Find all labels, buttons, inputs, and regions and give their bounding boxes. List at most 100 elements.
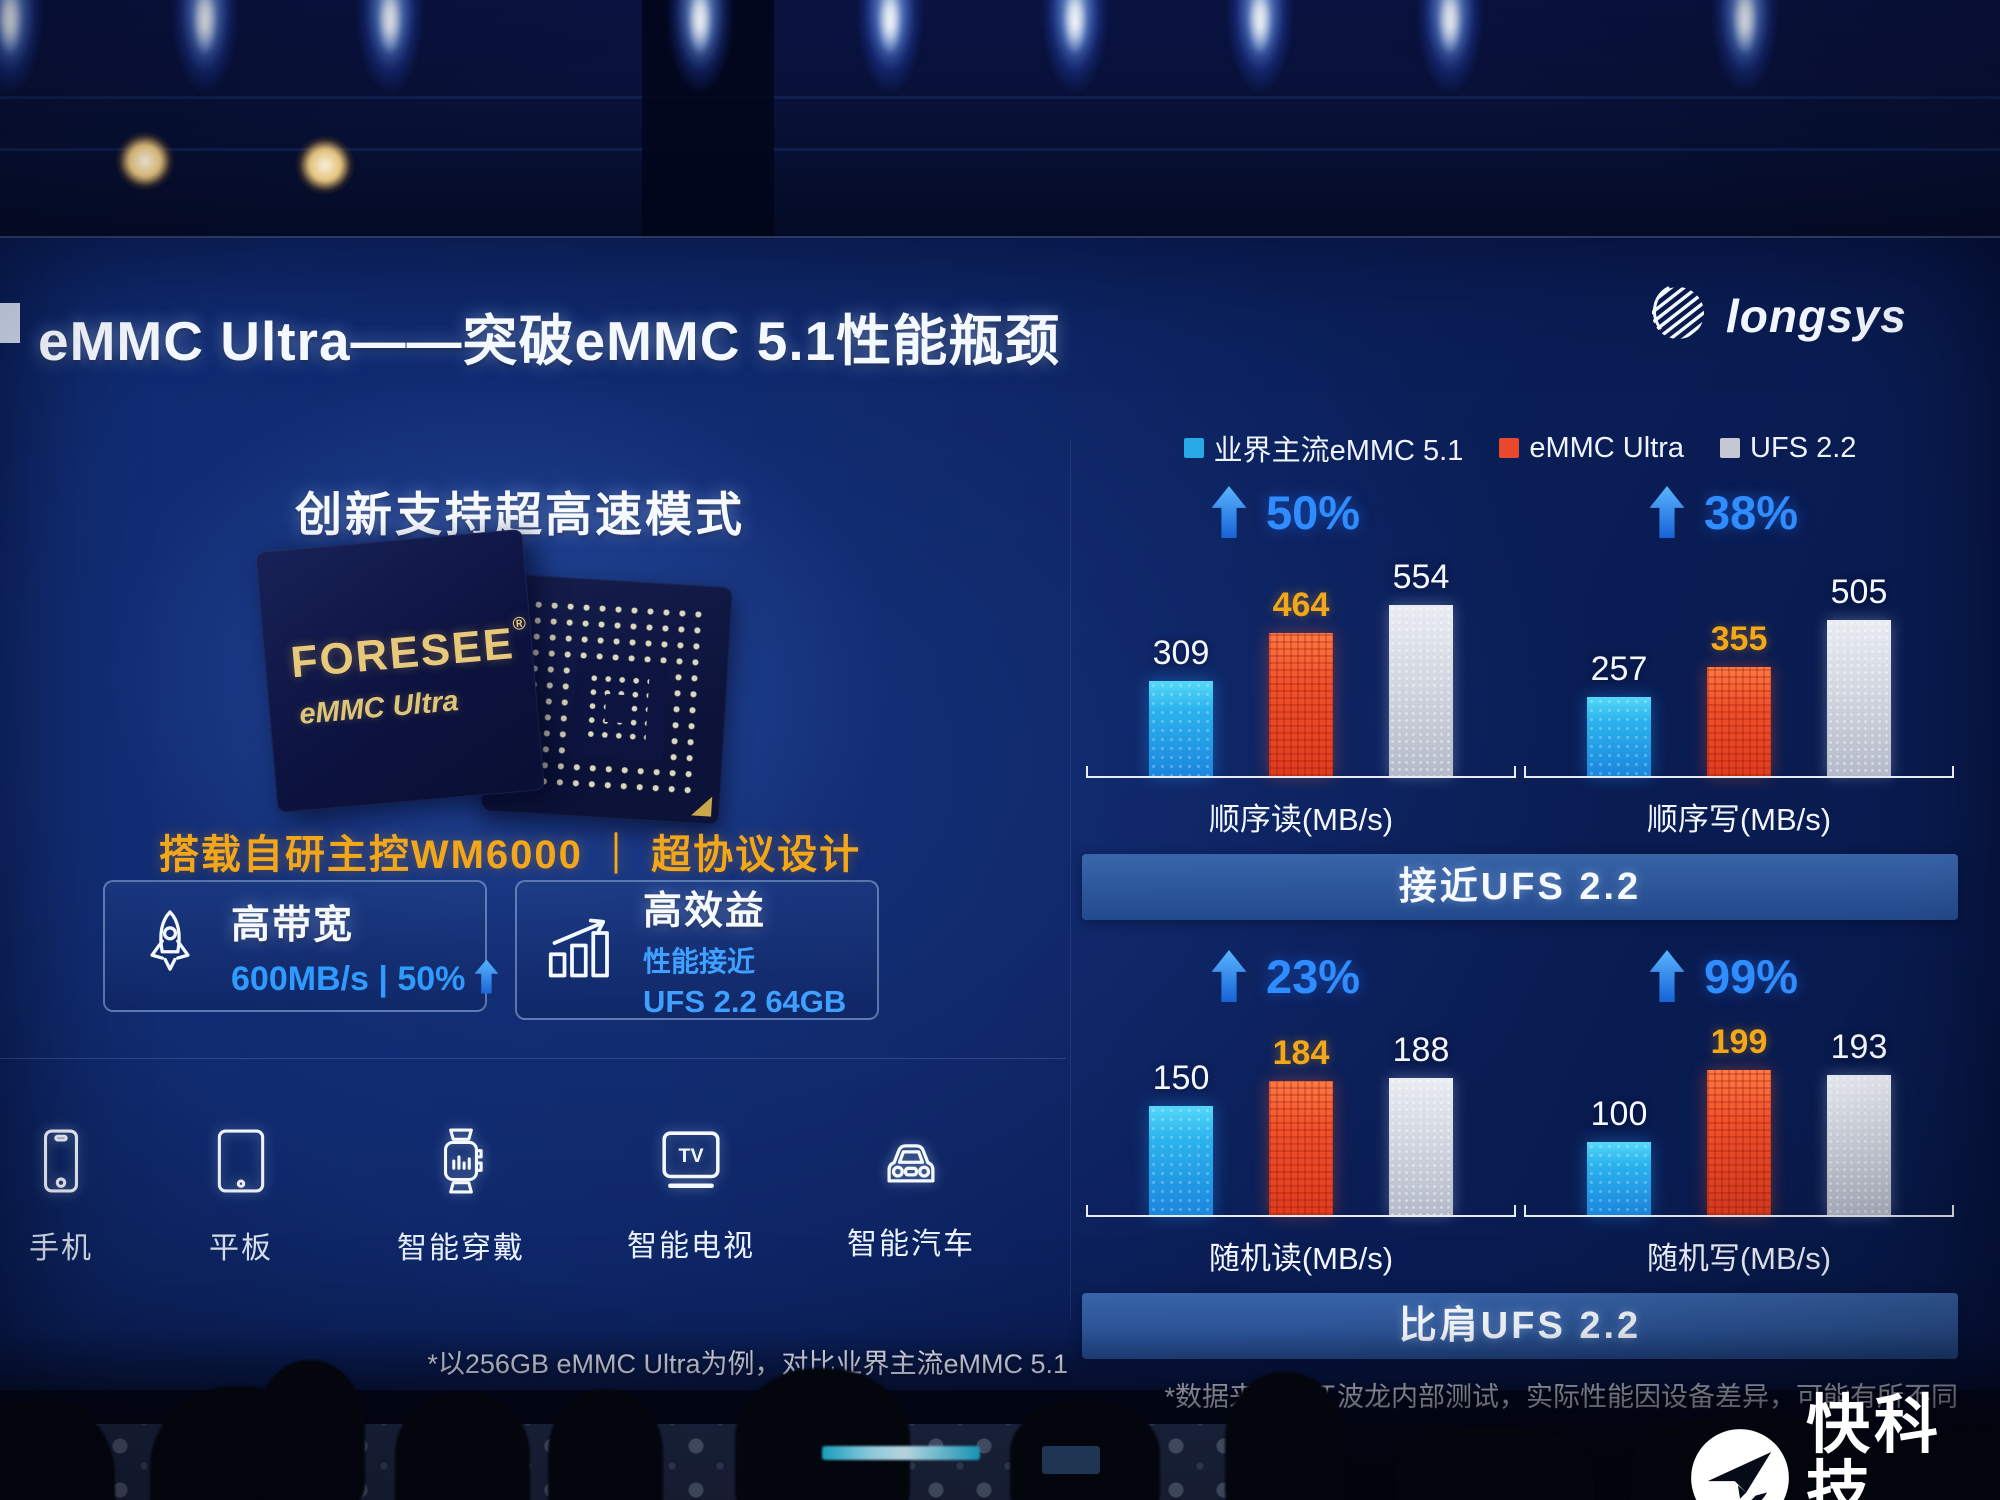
laptop-glow-strip — [822, 1446, 980, 1460]
page-title: eMMC Ultra——突破eMMC 5.1性能瓶颈 — [38, 310, 1061, 372]
bar-eMMC Ultra — [1269, 633, 1333, 776]
tablet-icon — [214, 1128, 268, 1199]
bar-column: 554 — [1389, 558, 1453, 776]
stage-truss — [0, 96, 2000, 99]
uplift-arrow-icon — [1211, 486, 1247, 538]
legend-item: 业界主流eMMC 5.1 — [1183, 427, 1463, 469]
bar-eMMC Ultra — [1707, 1070, 1771, 1215]
uplift-arrow-icon — [1211, 950, 1247, 1002]
chip-label-side: FORESEE® eMMC Ultra — [255, 528, 545, 814]
axis-label: 顺序读(MB/s) — [1208, 802, 1394, 837]
car-icon — [876, 1128, 946, 1195]
stage-light-beam-icon — [0, 0, 58, 196]
uplift-annotation: 50% — [1082, 480, 1520, 544]
bar-column: 193 — [1827, 1028, 1891, 1215]
bar-业界主流eMMC 5.1 — [1149, 1106, 1213, 1215]
feature-line: 性能接近 — [643, 946, 756, 977]
bar-value: 199 — [1710, 1023, 1768, 1061]
bar-column: 464 — [1269, 586, 1333, 776]
stage-warm-light — [116, 132, 174, 190]
stage-light-beam-icon — [1027, 0, 1123, 196]
app-item-智能汽车: 智能汽车 — [832, 1128, 990, 1263]
feature-card-bandwidth: 高带宽 600MB/s | 50% — [103, 880, 499, 1012]
uplift-annotation: 38% — [1520, 480, 1958, 544]
bars-area: 309 464 554 — [1082, 544, 1520, 776]
bar-UFS 2.2 — [1827, 1075, 1891, 1215]
chart-group-随机写(MB/s): 99% 100 199 193 随机写(MB/s) — [1520, 944, 1958, 1276]
bar-value: 257 — [1590, 650, 1648, 688]
bar-column: 257 — [1587, 650, 1651, 776]
bar-value: 184 — [1272, 1034, 1330, 1072]
legend-item: UFS 2.2 — [1720, 432, 1856, 465]
controller-subheading: 搭载自研主控WM6000 ｜ 超协议设计 — [158, 833, 862, 877]
uplift-arrow-icon — [1649, 950, 1685, 1002]
axis-bracket — [1524, 766, 1954, 788]
chart-row: 50% 309 464 554 顺序读(MB/s) 38% 257 355 505 顺序写(MB/… — [1082, 480, 1958, 920]
chart-row: 23% 150 184 188 随机读(MB/s) 99% 100 199 193 随机写(MB/… — [1082, 944, 1958, 1359]
bar-column: 184 — [1269, 1034, 1333, 1215]
audience-head — [548, 1390, 663, 1500]
chip-brand-text: FORESEE® — [288, 612, 529, 688]
bar-业界主流eMMC 5.1 — [1587, 1142, 1651, 1215]
emmc-chip-render: FORESEE® eMMC Ultra — [255, 528, 766, 826]
bar-UFS 2.2 — [1389, 605, 1453, 776]
app-item-手机: 手机 — [15, 1128, 107, 1267]
kkj-paper-plane-icon — [1688, 1426, 1792, 1500]
stage-light-beam-icon — [342, 0, 438, 196]
stage-light-beam-icon — [842, 0, 938, 196]
smartwatch-icon — [432, 1128, 490, 1199]
feature-card-efficiency: 高效益 性能接近 UFS 2.2 64GB — [515, 880, 879, 1020]
app-item-智能穿戴: 智能穿戴 — [382, 1128, 540, 1267]
uplift-annotation: 99% — [1520, 944, 1958, 1008]
app-label: 智能穿戴 — [397, 1232, 525, 1265]
audience-head — [395, 1392, 530, 1500]
stage-light-beam-icon — [652, 0, 748, 196]
app-label: 平板 — [209, 1232, 273, 1265]
bar-业界主流eMMC 5.1 — [1587, 697, 1651, 776]
bar-value: 100 — [1590, 1095, 1648, 1133]
axis-label: 随机读(MB/s) — [1208, 1241, 1394, 1276]
legend-swatch-icon — [1499, 438, 1520, 458]
stage-warm-light — [296, 136, 354, 194]
up-arrow-icon — [474, 959, 499, 994]
uplift-arrow-icon — [1649, 486, 1685, 538]
axis-label: 顺序写(MB/s) — [1646, 802, 1832, 837]
legend-label: UFS 2.2 — [1750, 431, 1857, 464]
bar-value: 505 — [1830, 573, 1888, 611]
bar-value: 309 — [1152, 634, 1210, 672]
bar-value: 188 — [1392, 1031, 1450, 1069]
feature-title: 高效益 — [643, 890, 767, 933]
stage-truss — [0, 148, 2000, 151]
bar-UFS 2.2 — [1827, 620, 1891, 776]
kkj-watermark-text: 快科技 KKJ.CN — [1806, 1392, 2000, 1500]
audience-head — [1225, 1372, 1345, 1500]
bar-column: 355 — [1707, 620, 1771, 776]
chart-group-顺序写(MB/s): 38% 257 355 505 顺序写(MB/s) — [1520, 480, 1958, 837]
axis-bracket — [1086, 766, 1516, 788]
bar-value: 464 — [1272, 586, 1330, 624]
longsys-logo: longsys — [1641, 276, 1907, 350]
bar-value: 355 — [1710, 620, 1768, 658]
chart-rows: 50% 309 464 554 顺序读(MB/s) 38% 257 355 505 顺序写(MB/… — [1082, 480, 1958, 1359]
projection-screen — [0, 238, 2000, 1390]
axis-label: 随机写(MB/s) — [1646, 1241, 1832, 1276]
uplift-percent: 50% — [1266, 485, 1361, 539]
app-item-平板: 平板 — [182, 1128, 300, 1267]
bar-column: 150 — [1149, 1059, 1213, 1215]
longsys-logo-text: longsys — [1726, 289, 1907, 342]
bar-column: 188 — [1389, 1031, 1453, 1215]
feature-line: UFS 2.2 64GB — [643, 984, 847, 1019]
projection-screen-edge — [0, 236, 2000, 238]
conclusion-banner: 接近UFS 2.2 — [1082, 854, 1958, 920]
chart-legend: 业界主流eMMC 5.1 eMMC Ultra UFS 2.2 — [1082, 432, 1958, 467]
bar-value: 150 — [1152, 1059, 1210, 1097]
chart-groups: 23% 150 184 188 随机读(MB/s) 99% 100 199 193 随机写(MB/… — [1082, 944, 1958, 1276]
app-label: 手机 — [29, 1232, 93, 1265]
bar-eMMC Ultra — [1269, 1081, 1333, 1215]
title-bullet-mark — [0, 303, 20, 343]
uplift-annotation: 23% — [1082, 944, 1520, 1008]
rocket-icon — [139, 906, 201, 987]
audience-head — [1395, 1426, 1595, 1500]
chart-group-顺序读(MB/s): 50% 309 464 554 顺序读(MB/s) — [1082, 480, 1520, 837]
